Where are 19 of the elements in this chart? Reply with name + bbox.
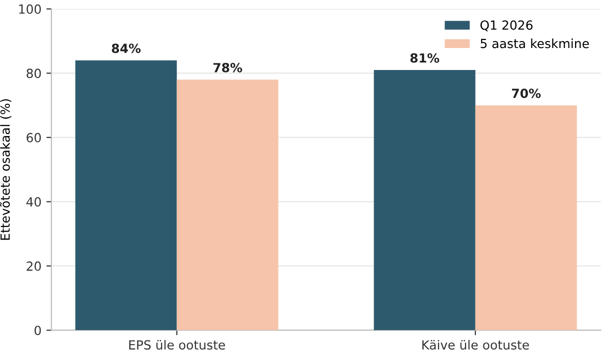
bar xyxy=(475,105,577,330)
y-axis-title: Ettevõtete osakaal (%) xyxy=(0,99,12,240)
bar xyxy=(75,60,177,330)
data-label: 84% xyxy=(112,44,141,54)
bar xyxy=(176,80,278,330)
y-tick-label: 40 xyxy=(26,197,41,207)
y-tick-label: 0 xyxy=(34,326,41,336)
data-label: 78% xyxy=(213,62,242,72)
x-tick-label: EPS üle ootuste xyxy=(129,340,225,350)
y-tick-label: 100 xyxy=(19,4,41,14)
y-tick-label: 60 xyxy=(26,132,41,142)
legend-label: 5 aasta keskmine xyxy=(480,38,589,48)
x-tick-label: Käive üle ootuste xyxy=(422,340,529,350)
bar xyxy=(374,70,476,330)
data-label: 81% xyxy=(410,53,440,63)
y-tick-label: 20 xyxy=(26,261,41,271)
data-label: 70% xyxy=(512,88,541,98)
y-tick-label: 80 xyxy=(26,68,41,78)
legend-label: Q1 2026 xyxy=(480,20,533,32)
